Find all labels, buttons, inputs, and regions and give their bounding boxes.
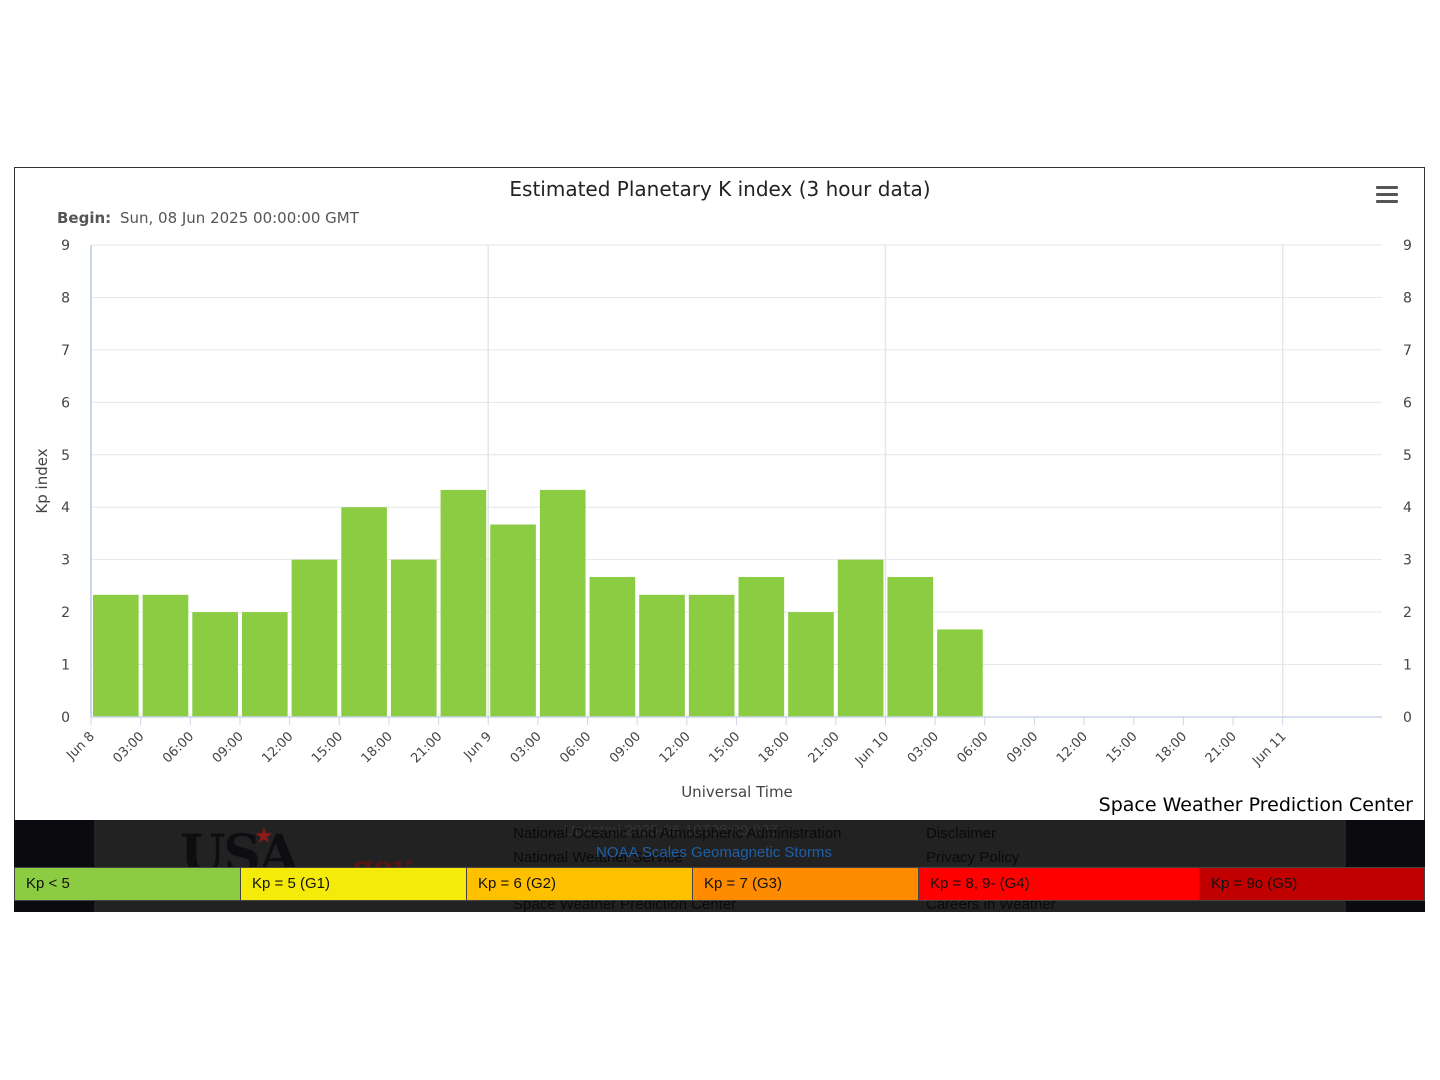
y-tick-label-left: 4: [61, 500, 70, 516]
x-tick-label: Jun 10: [852, 729, 892, 769]
kp-bar: [539, 489, 586, 717]
y-tick-label-right: 6: [1403, 395, 1412, 411]
menu-bar: [1376, 186, 1398, 189]
y-tick-label-left: 5: [61, 448, 70, 464]
kp-scale-legend: Kp < 5 Kp = 5 (G1) Kp = 6 (G2) Kp = 7 (G…: [14, 867, 1425, 901]
noaa-scales-link[interactable]: NOAA Scales Geomagnetic Storms: [596, 844, 832, 861]
x-tick-label: 18:00: [1153, 729, 1190, 766]
kp-bar: [93, 594, 139, 717]
x-tick-label: 21:00: [806, 729, 843, 766]
kp-bar: [390, 559, 437, 717]
x-tick-label: 12:00: [259, 729, 296, 766]
x-tick-label: 03:00: [508, 729, 545, 766]
x-tick-label: 06:00: [557, 729, 594, 766]
x-tick-label: Jun 9: [461, 729, 495, 763]
chart-title: Estimated Planetary K index (3 hour data…: [509, 177, 930, 201]
footer-link-nws[interactable]: National Weather Service: [513, 849, 683, 866]
kp-bar: [291, 559, 338, 717]
y-tick-label-left: 0: [61, 710, 70, 726]
kp-bar: [142, 594, 189, 717]
kp-bar: [688, 594, 735, 717]
menu-bar: [1376, 193, 1398, 196]
x-tick-label: 09:00: [1004, 729, 1041, 766]
y-tick-label-right: 2: [1403, 605, 1412, 621]
chart-credit[interactable]: Space Weather Prediction Center: [1098, 794, 1413, 816]
kp-scale-segment: Kp = 8, 9- (G4): [918, 867, 1199, 901]
y-tick-label-left: 3: [61, 553, 70, 569]
kp-bar: [788, 612, 834, 717]
y-tick-label-right: 1: [1403, 658, 1412, 674]
y-tick-label-left: 8: [61, 290, 70, 306]
x-tick-label: 21:00: [408, 729, 445, 766]
subtitle-label: Begin:: [57, 209, 111, 227]
kp-scale-segment: Kp < 5: [14, 867, 240, 901]
kp-bar: [937, 629, 983, 717]
y-tick-label-right: 9: [1403, 238, 1412, 254]
x-tick-label: 15:00: [309, 729, 346, 766]
kp-bar: [837, 559, 884, 717]
y-tick-label-right: 4: [1403, 500, 1412, 516]
bars: [93, 489, 983, 717]
chart-subtitle: Begin: Sun, 08 Jun 2025 00:00:00 GMT: [57, 209, 360, 227]
y-tick-label-left: 2: [61, 605, 70, 621]
x-tick-label: 09:00: [607, 729, 644, 766]
x-tick-label: 15:00: [706, 729, 743, 766]
y-tick-label-right: 7: [1403, 343, 1412, 359]
x-tick-label: 15:00: [1103, 729, 1140, 766]
y-tick-label-left: 1: [61, 658, 70, 674]
x-tick-label: Jun 8: [63, 729, 97, 763]
kp-bar: [490, 524, 536, 717]
x-tick-label: 03:00: [905, 729, 942, 766]
footer-updated-text: Updated 2025-06-10T08:00:00Z: [564, 822, 779, 839]
y-tick-label-right: 0: [1403, 710, 1412, 726]
x-tick-label: 12:00: [657, 729, 694, 766]
y-tick-label-right: 5: [1403, 448, 1412, 464]
x-tick-label: 12:00: [1054, 729, 1091, 766]
star-icon: ★: [254, 824, 274, 849]
kp-scale-segment: Kp = 9o (G5): [1199, 867, 1425, 901]
kp-bar: [440, 489, 487, 717]
kp-scale-segment: Kp = 7 (G3): [692, 867, 918, 901]
menu-bar: [1376, 200, 1398, 203]
kp-bar: [241, 612, 288, 717]
y-tick-label-left: 7: [61, 343, 70, 359]
hamburger-menu-icon[interactable]: [1376, 186, 1398, 206]
x-tick-label: 06:00: [954, 729, 991, 766]
kp-bar: [192, 612, 238, 717]
subtitle-value: Sun, 08 Jun 2025 00:00:00 GMT: [120, 209, 360, 227]
footer-link-disclaimer[interactable]: Disclaimer: [926, 825, 997, 842]
x-tick-label: 09:00: [210, 729, 247, 766]
kp-bar: [341, 507, 387, 717]
x-axis-title: Universal Time: [681, 783, 793, 801]
kp-bar: [639, 594, 685, 717]
footer-link-noaa[interactable]: National Oceanic and Atmospheric Adminis…: [513, 825, 842, 842]
x-tick-label: 03:00: [110, 729, 147, 766]
x-tick-label: 18:00: [359, 729, 396, 766]
kp-scale-segment: Kp = 5 (G1): [240, 867, 466, 901]
x-tick-label: 06:00: [160, 729, 197, 766]
kp-bar: [738, 576, 785, 717]
kp-scale-segment: Kp = 6 (G2): [466, 867, 692, 901]
kp-chart: Estimated Planetary K index (3 hour data…: [33, 177, 1412, 801]
x-tick-label: 21:00: [1203, 729, 1240, 766]
kp-bar: [589, 576, 636, 717]
y-tick-label-right: 8: [1403, 290, 1412, 306]
y-axis-title: Kp index: [33, 448, 51, 513]
y-tick-label-right: 3: [1403, 553, 1412, 569]
kp-bar: [887, 576, 934, 717]
x-tick-label: 18:00: [756, 729, 793, 766]
footer-link-privacy[interactable]: Privacy Policy: [926, 849, 1020, 866]
y-tick-label-left: 6: [61, 395, 70, 411]
y-tick-label-left: 9: [61, 238, 70, 254]
x-tick-label: Jun 11: [1249, 729, 1289, 769]
